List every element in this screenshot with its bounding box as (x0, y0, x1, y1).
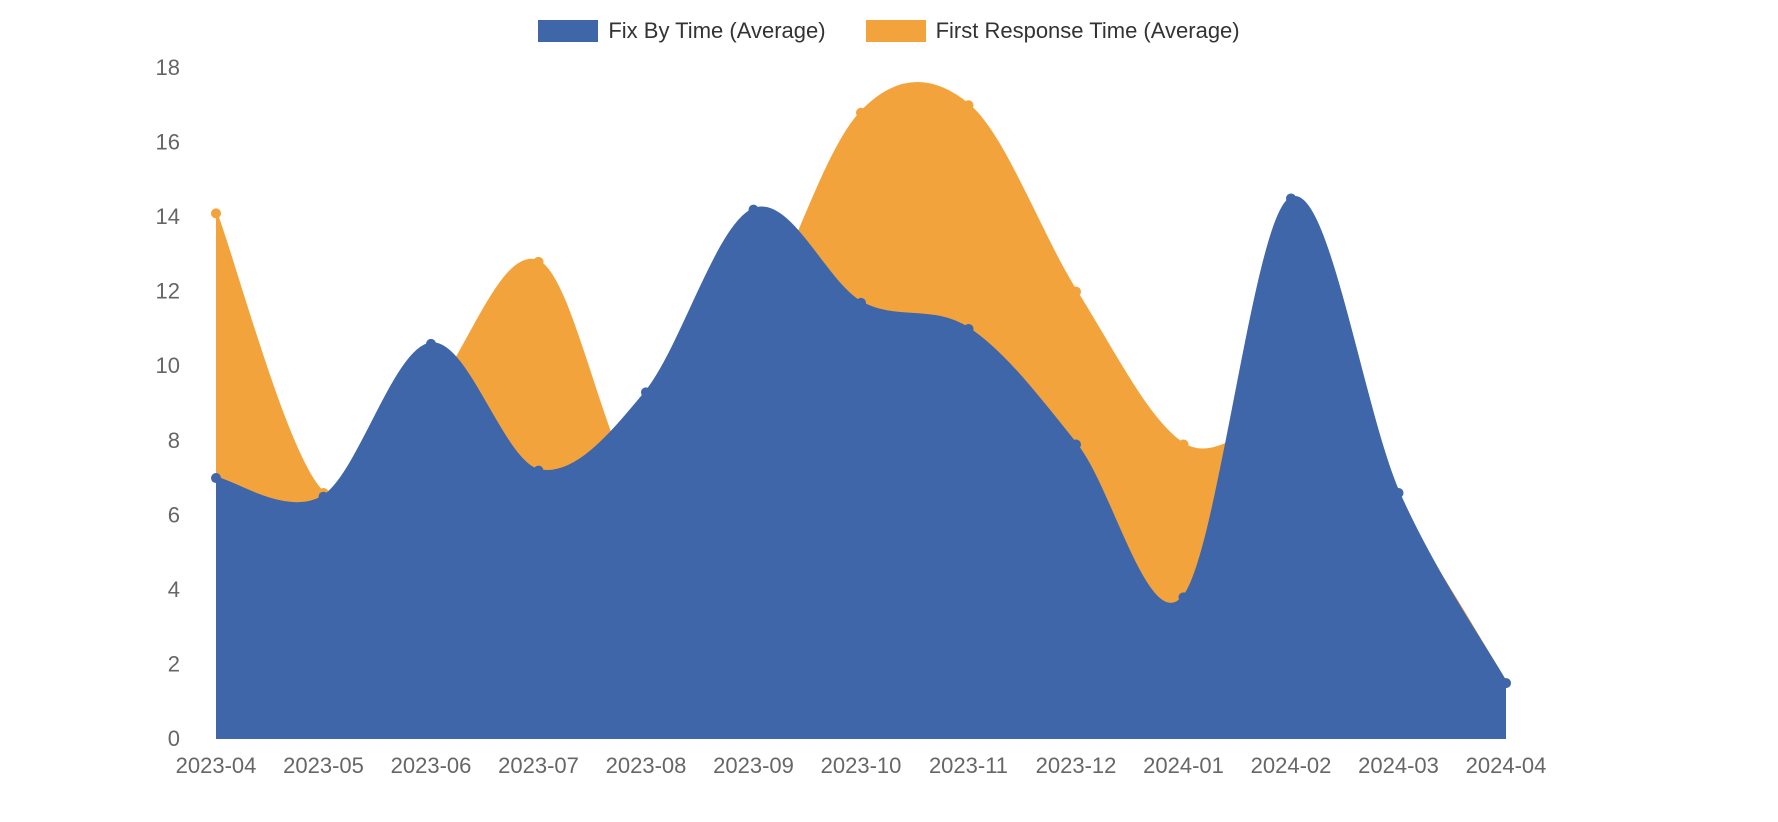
y-tick-label: 6 (168, 502, 180, 527)
data-point[interactable] (856, 108, 866, 118)
x-tick-label: 2023-11 (929, 753, 1008, 778)
y-tick-label: 14 (156, 204, 180, 229)
y-tick-label: 10 (156, 353, 180, 378)
x-tick-label: 2024-03 (1358, 753, 1439, 778)
data-point[interactable] (426, 339, 436, 349)
data-point[interactable] (1071, 287, 1081, 297)
legend-swatch (866, 20, 926, 42)
x-tick-label: 2023-12 (1036, 753, 1117, 778)
y-tick-label: 16 (156, 130, 180, 155)
data-point[interactable] (211, 473, 221, 483)
y-tick-label: 12 (156, 279, 180, 304)
data-point[interactable] (641, 387, 651, 397)
legend-item-first-response-time[interactable]: First Response Time (Average) (866, 18, 1240, 44)
y-tick-label: 2 (168, 651, 180, 676)
data-point[interactable] (749, 205, 759, 215)
y-tick-label: 0 (168, 726, 180, 751)
y-tick-label: 8 (168, 428, 180, 453)
chart-svg: 0 2 4 6 8 10 12 14 16 18 2023-04 2023-05 2023-06 2023… (0, 0, 1778, 822)
x-tick-label: 2023-04 (176, 753, 257, 778)
data-point[interactable] (211, 208, 221, 218)
x-tick-label: 2023-06 (391, 753, 472, 778)
legend-item-fix-by-time[interactable]: Fix By Time (Average) (538, 18, 825, 44)
data-point[interactable] (1394, 488, 1404, 498)
data-point[interactable] (856, 298, 866, 308)
x-tick-label: 2024-01 (1143, 753, 1224, 778)
x-tick-label: 2024-02 (1251, 753, 1332, 778)
y-tick-label: 4 (168, 577, 180, 602)
data-point[interactable] (964, 324, 974, 334)
data-point[interactable] (1071, 440, 1081, 450)
data-point[interactable] (1179, 440, 1189, 450)
chart-container: Fix By Time (Average) First Response Tim… (0, 0, 1778, 822)
y-tick-label: 18 (156, 55, 180, 80)
x-tick-label: 2023-10 (821, 753, 902, 778)
legend-label: First Response Time (Average) (936, 18, 1240, 44)
data-point[interactable] (964, 100, 974, 110)
x-tick-label: 2024-04 (1466, 753, 1547, 778)
data-point[interactable] (1286, 193, 1296, 203)
x-tick-label: 2023-08 (606, 753, 687, 778)
data-point[interactable] (1501, 678, 1511, 688)
x-tick-label: 2023-09 (713, 753, 794, 778)
legend-swatch (538, 20, 598, 42)
x-tick-label: 2023-07 (498, 753, 579, 778)
legend-label: Fix By Time (Average) (608, 18, 825, 44)
data-point[interactable] (534, 257, 544, 267)
legend: Fix By Time (Average) First Response Tim… (0, 18, 1778, 44)
data-point[interactable] (1179, 592, 1189, 602)
data-point[interactable] (319, 492, 329, 502)
x-tick-label: 2023-05 (283, 753, 364, 778)
data-point[interactable] (534, 466, 544, 476)
